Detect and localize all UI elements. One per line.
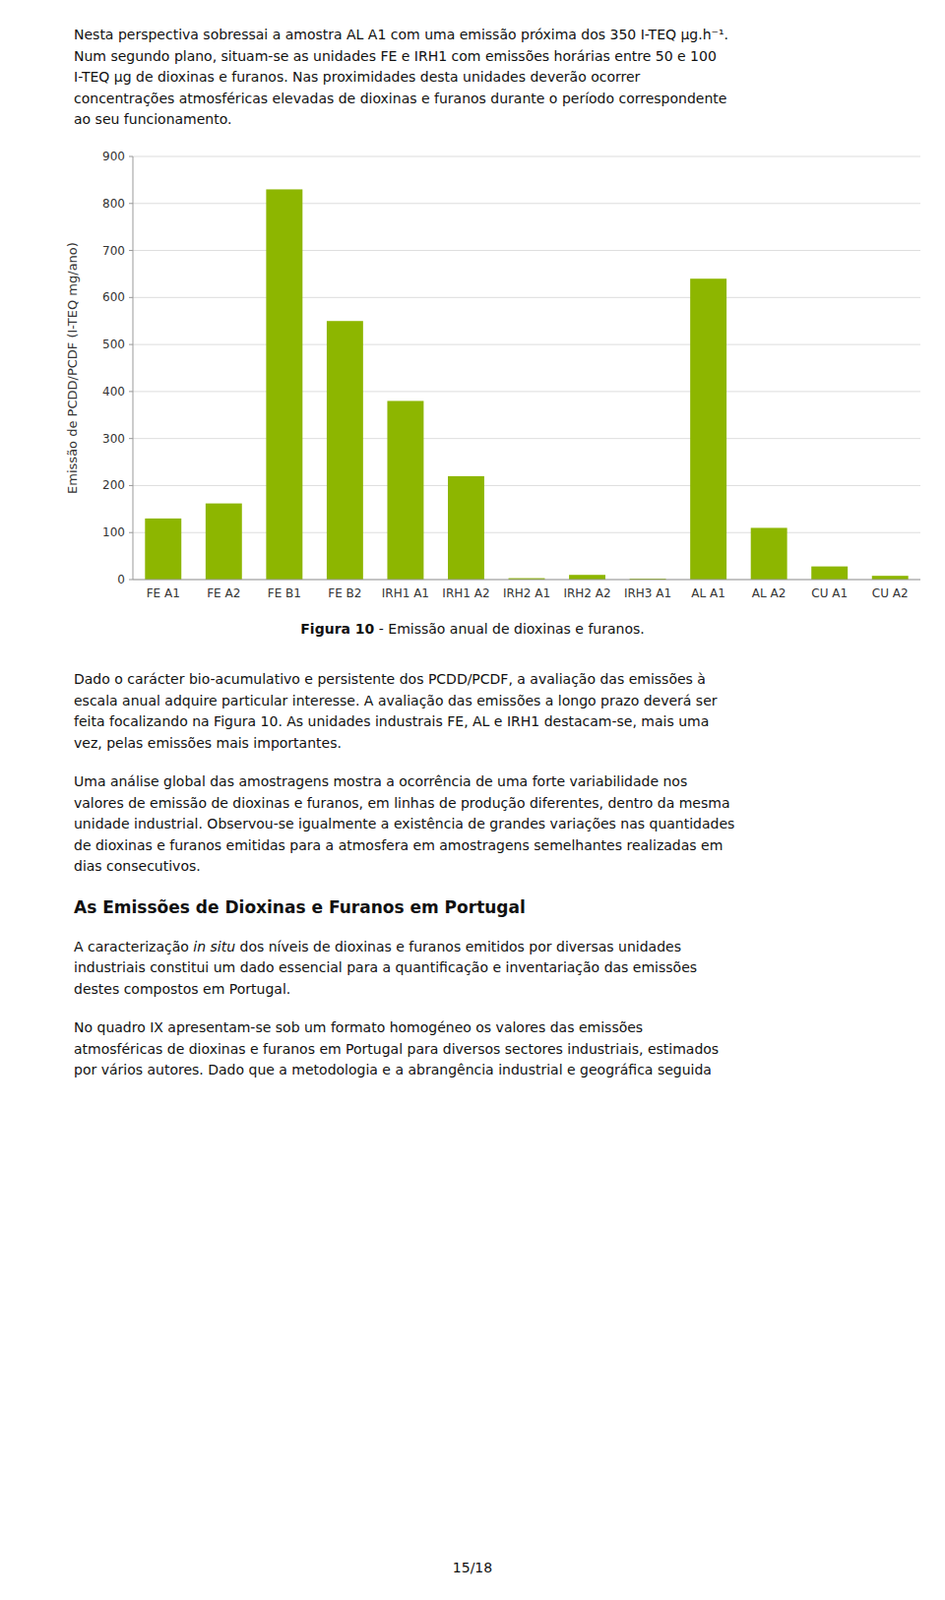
page: Nesta perspectiva sobressai a amostra AL… xyxy=(0,0,945,1600)
bar xyxy=(144,517,182,579)
caption-label: Figura 10 xyxy=(300,621,375,637)
grid-line xyxy=(132,578,921,580)
bar xyxy=(386,400,424,580)
x-tick-label: FE B2 xyxy=(327,586,362,601)
y-tick xyxy=(128,484,133,486)
bar xyxy=(690,278,727,580)
grid xyxy=(132,156,921,580)
text-line: de dioxinas e furanos emitidas para a at… xyxy=(73,835,872,858)
text-line: Uma análise global das amostragens mostr… xyxy=(73,771,872,794)
y-axis-label: Emissão de PCDD/PCDF (I-TEQ mg/ano) xyxy=(64,242,80,495)
text-line: concentrações atmosféricas elevadas de d… xyxy=(73,88,872,111)
paragraph: Uma análise global das amostragens mostr… xyxy=(73,771,872,879)
y-tick-label: 900 xyxy=(102,149,126,164)
y-tick xyxy=(128,390,133,392)
text-line: por vários autores. Dado que a metodolog… xyxy=(73,1060,872,1082)
y-tick xyxy=(128,438,133,440)
paragraph: A caracterização in situ dos níveis de d… xyxy=(73,937,872,1002)
y-tick-label: 300 xyxy=(102,431,126,445)
text-line: escala anual adquire particular interess… xyxy=(73,691,872,713)
y-tick xyxy=(128,296,133,298)
text-line: Dado o carácter bio-acumulativo e persis… xyxy=(73,669,872,692)
y-tick xyxy=(128,531,133,533)
text-line: Nesta perspectiva sobressai a amostra AL… xyxy=(73,24,872,47)
grid-line xyxy=(132,296,921,298)
y-tick xyxy=(128,202,133,204)
text-line: atmosféricas de dioxinas e furanos em Po… xyxy=(73,1039,872,1062)
paragraph: Nesta perspectiva sobressai a amostra AL… xyxy=(73,24,872,131)
x-tick-label: FE A1 xyxy=(146,586,181,601)
bar xyxy=(568,574,606,580)
text-line: A caracterização in situ dos níveis de d… xyxy=(73,937,872,959)
text-line: No quadro IX apresentam-se sob um format… xyxy=(73,1017,872,1040)
y-tick-label: 700 xyxy=(102,243,126,257)
text-line: destes compostos em Portugal. xyxy=(73,979,872,1002)
bar xyxy=(205,503,243,579)
y-axis-line xyxy=(132,156,134,580)
paragraph: No quadro IX apresentam-se sob um format… xyxy=(73,1017,872,1082)
grid-line xyxy=(132,390,921,392)
bar-chart: 0 100 200 300 400 500 600 700 800 900 FE A1 FE A2 FE… xyxy=(0,148,945,614)
x-tick-label: CU A1 xyxy=(811,586,848,601)
text-line: feita focalizando na Figura 10. As unida… xyxy=(73,711,872,734)
x-tick-label: IRH1 A1 xyxy=(381,586,430,601)
caption: Figura 10 - Emissão anual de dioxinas e … xyxy=(73,619,872,641)
bar xyxy=(751,527,788,580)
y-tick-label: 400 xyxy=(102,383,126,398)
y-tick xyxy=(128,155,133,157)
x-tick-label: CU A2 xyxy=(872,586,909,601)
italic-run: in situ xyxy=(192,939,236,955)
x-tick-label: FE B1 xyxy=(267,586,302,601)
grid-line xyxy=(132,531,921,533)
bar xyxy=(872,575,909,580)
paragraph: Dado o carácter bio-acumulativo e persis… xyxy=(73,669,872,755)
y-tick-label: 500 xyxy=(102,337,126,352)
caption-text: - Emissão anual de dioxinas e furanos. xyxy=(374,621,644,637)
x-tick-label: AL A1 xyxy=(691,586,726,601)
bar xyxy=(326,320,364,580)
text-line: I-TEQ μg de dioxinas e furanos. Nas prox… xyxy=(73,66,872,89)
grid-line xyxy=(132,343,921,345)
page-number: 15/18 xyxy=(0,1560,945,1576)
y-tick xyxy=(128,343,133,345)
x-tick-label: IRH3 A1 xyxy=(624,586,672,601)
x-tick-label: IRH1 A2 xyxy=(441,586,490,601)
y-tick-label: 100 xyxy=(102,525,126,540)
grid-line xyxy=(132,155,921,157)
text-line: vez, pelas emissões mais importantes. xyxy=(73,733,872,756)
text-line: Num segundo plano, situam-se as unidades… xyxy=(73,46,872,68)
grid-line xyxy=(132,250,921,252)
y-tick-label: 800 xyxy=(102,195,126,210)
content: Nesta perspectiva sobressai a amostra AL… xyxy=(73,24,872,1100)
y-tick-label: 200 xyxy=(102,478,126,493)
grid-line xyxy=(132,484,921,486)
text-line: industriais constitui um dado essencial … xyxy=(73,957,872,980)
grid-line xyxy=(132,202,921,204)
x-tick-label: IRH2 A1 xyxy=(503,586,551,601)
section-heading: As Emissões de Dioxinas e Furanos em Por… xyxy=(73,895,872,920)
y-tick xyxy=(128,578,133,580)
x-tick-label: AL A2 xyxy=(752,586,787,601)
text-run: dos níveis de dioxinas e furanos emitido… xyxy=(235,939,682,955)
x-axis-line xyxy=(132,578,921,580)
bar xyxy=(811,566,848,579)
text-run: A caracterização xyxy=(73,939,193,955)
y-tick-label: 0 xyxy=(117,572,126,587)
x-tick-label: FE A2 xyxy=(206,586,241,601)
text-line: valores de emissão de dioxinas e furanos… xyxy=(73,793,872,816)
bars xyxy=(144,189,908,580)
y-tick xyxy=(128,250,133,252)
x-tick-label: IRH2 A2 xyxy=(563,586,611,601)
bar xyxy=(265,189,303,580)
text-line: dias consecutivos. xyxy=(73,856,872,879)
bar xyxy=(447,475,485,579)
text-line: unidade industrial. Observou-se igualmen… xyxy=(73,814,872,836)
y-tick-label: 600 xyxy=(102,290,126,305)
text-line: ao seu funcionamento. xyxy=(73,109,872,131)
grid-line xyxy=(132,438,921,440)
